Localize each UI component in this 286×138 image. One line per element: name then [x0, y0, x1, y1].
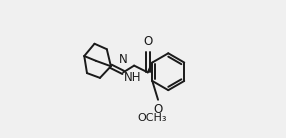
Text: N: N [119, 53, 128, 66]
Text: OCH₃: OCH₃ [138, 113, 167, 123]
Text: O: O [153, 103, 163, 116]
Text: NH: NH [124, 71, 142, 84]
Text: O: O [143, 35, 152, 48]
